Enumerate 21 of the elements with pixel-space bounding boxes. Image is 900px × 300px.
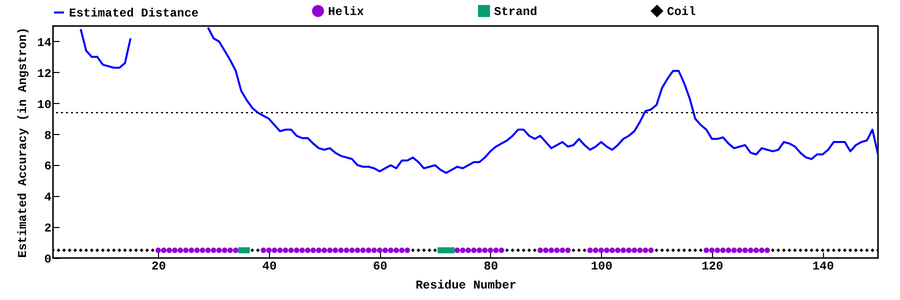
x-tick-label: 120 xyxy=(702,260,724,274)
y-tick-label: 14 xyxy=(37,36,52,50)
legend-label: Strand xyxy=(494,5,538,19)
y-tick-label: 10 xyxy=(37,98,52,112)
x-tick-label: 60 xyxy=(372,260,388,274)
y-tick-label: 0 xyxy=(44,252,52,266)
x-tick-label: 140 xyxy=(812,260,834,274)
y-axis-title: Estimated Accuracy (in Angstron) xyxy=(16,27,30,258)
legend-label: Coil xyxy=(667,5,696,19)
y-tick-label: 8 xyxy=(44,128,52,143)
y-tick-label: 2 xyxy=(44,222,52,236)
y-tick-label: 6 xyxy=(44,160,52,174)
legend-label: Estimated Distance xyxy=(69,6,199,20)
x-tick-label: 100 xyxy=(590,260,612,274)
x-tick-label: 40 xyxy=(262,260,277,274)
x-tick-label: 80 xyxy=(484,260,498,274)
x-axis-title: Residue Number xyxy=(416,278,516,292)
y-tick-label: 4 xyxy=(44,190,52,205)
y-tick-label: 12 xyxy=(37,66,52,81)
legend-label: Helix xyxy=(328,5,364,19)
x-tick-label: 20 xyxy=(152,260,166,274)
